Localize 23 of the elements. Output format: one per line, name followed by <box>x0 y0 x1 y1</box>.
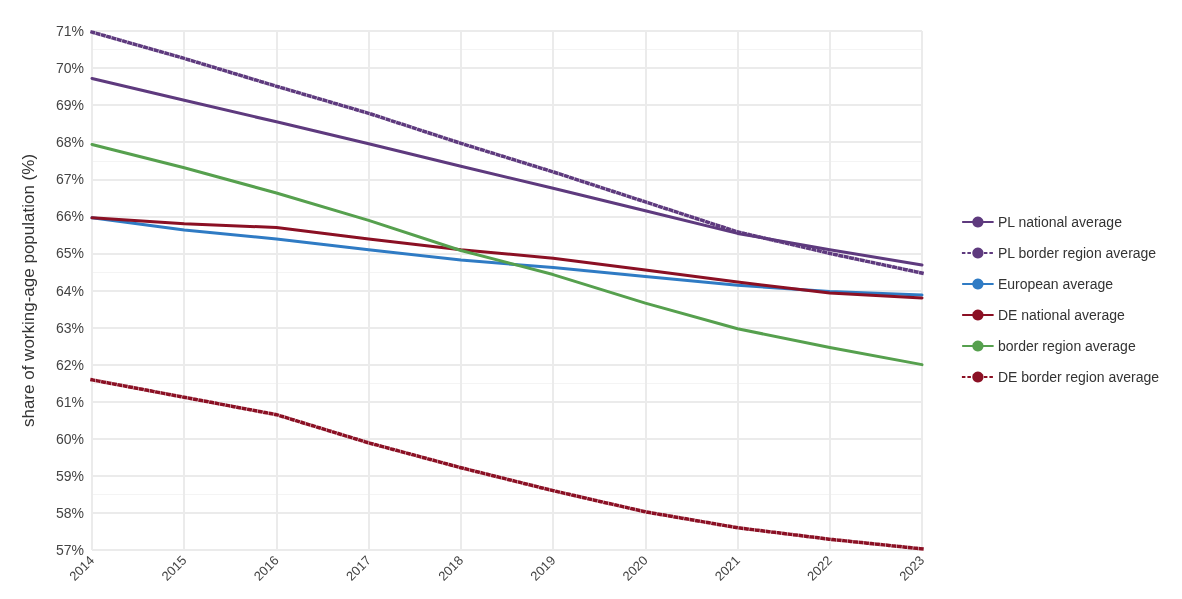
y-tick-label: 57% <box>55 542 84 558</box>
y-tick-label: 58% <box>55 504 84 521</box>
y-tick-label: 68% <box>55 134 84 151</box>
legend-label: border region average <box>997 338 1136 354</box>
legend-label: European average <box>997 276 1114 292</box>
y-tick-label: 59% <box>55 467 84 484</box>
y-tick-label: 60% <box>55 430 84 447</box>
y-tick-label: 65% <box>55 245 84 262</box>
y-tick-label: 63% <box>55 319 84 336</box>
legend-label: PL national average <box>997 214 1123 230</box>
y-tick-label: 64% <box>55 282 84 299</box>
y-axis-title: share of working-age population (%) <box>19 153 38 428</box>
y-tick-label: 61% <box>55 393 84 410</box>
y-tick-label: 69% <box>55 97 84 114</box>
line-series <box>90 142 924 367</box>
y-tick-label: 66% <box>55 208 84 225</box>
y-tick-label: 71% <box>55 23 84 39</box>
y-tick-label: 62% <box>55 356 84 373</box>
y-tick-label: 67% <box>55 171 84 188</box>
y-tick-label: 70% <box>55 60 84 77</box>
legend-label: DE national average <box>997 307 1125 323</box>
legend-label: PL border region average <box>997 245 1157 261</box>
legend-label: DE border region average <box>997 369 1160 385</box>
